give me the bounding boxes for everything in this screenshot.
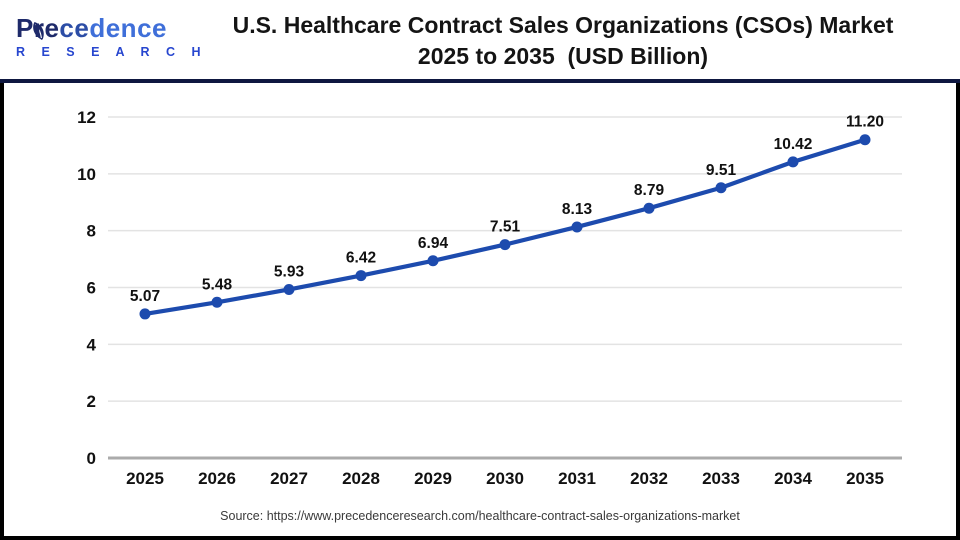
- leaf-icon: [33, 22, 44, 40]
- data-point-label: 7.51: [490, 219, 521, 236]
- logo-brand-segment: ce: [59, 13, 90, 43]
- x-axis-tick-label: 2033: [702, 469, 740, 488]
- data-point: [211, 296, 223, 308]
- data-point: [643, 202, 655, 214]
- data-point: [499, 239, 511, 251]
- x-axis-tick-label: 2032: [630, 469, 668, 488]
- x-axis-tick-label: 2027: [270, 469, 308, 488]
- data-point: [787, 156, 799, 168]
- y-axis-tick-label: 6: [87, 279, 96, 298]
- data-point-label: 10.42: [774, 136, 813, 153]
- data-point: [859, 134, 871, 146]
- header: Precedence R E S E A R C H U.S. Healthca…: [0, 0, 960, 79]
- data-point: [355, 270, 367, 282]
- x-axis-tick-label: 2025: [126, 469, 164, 488]
- data-point: [571, 221, 583, 233]
- logo-brand: Precedence: [16, 13, 176, 43]
- x-axis-tick-label: 2034: [774, 469, 812, 488]
- data-point: [715, 182, 727, 194]
- page-title: U.S. Healthcare Contract Sales Organizat…: [180, 10, 946, 72]
- logo-subbrand: R E S E A R C H: [16, 45, 208, 59]
- precedence-research-logo: Precedence R E S E A R C H: [16, 13, 208, 59]
- line-chart: 0 2 4 6 8 10 12 5.07 2025 5.48 2026 5.93 2027 6.42 202…: [77, 108, 902, 488]
- data-point: [283, 283, 295, 295]
- y-axis-tick-label: 0: [87, 449, 96, 468]
- y-axis-tick-label: 10: [77, 165, 96, 184]
- x-axis-tick-label: 2028: [342, 469, 380, 488]
- data-point-label: 5.07: [130, 288, 160, 305]
- y-axis-tick-label: 8: [87, 222, 96, 241]
- page-title-line1: U.S. Healthcare Contract Sales Organizat…: [232, 12, 894, 38]
- logo-brand-segment: Pre: [16, 13, 60, 43]
- data-point-label: 5.48: [202, 276, 233, 293]
- x-axis-tick-label: 2030: [486, 469, 524, 488]
- x-axis-tick-label: 2026: [198, 469, 236, 488]
- source-text: Source: https://www.precedenceresearch.c…: [220, 509, 740, 523]
- logo-brand-segment: dence: [89, 13, 167, 43]
- y-axis-tick-label: 12: [77, 108, 96, 127]
- data-point-label: 8.79: [634, 182, 665, 199]
- data-point-label: 8.13: [562, 201, 593, 218]
- data-point: [139, 308, 151, 320]
- x-axis-tick-label: 2031: [558, 469, 596, 488]
- data-point-label: 9.51: [706, 162, 737, 179]
- page-title-line2: 2025 to 2035 (USD Billion): [417, 43, 709, 69]
- data-point: [427, 255, 439, 267]
- x-axis-tick-label: 2035: [846, 469, 884, 488]
- data-point-label: 6.42: [346, 250, 376, 267]
- y-axis-tick-label: 2: [87, 392, 96, 411]
- data-point-label: 11.20: [846, 114, 884, 131]
- data-point-label: 6.94: [418, 235, 449, 252]
- y-axis-tick-label: 4: [87, 335, 97, 354]
- data-point-label: 5.93: [274, 263, 305, 280]
- header-divider: [0, 79, 960, 83]
- x-axis-tick-label: 2029: [414, 469, 452, 488]
